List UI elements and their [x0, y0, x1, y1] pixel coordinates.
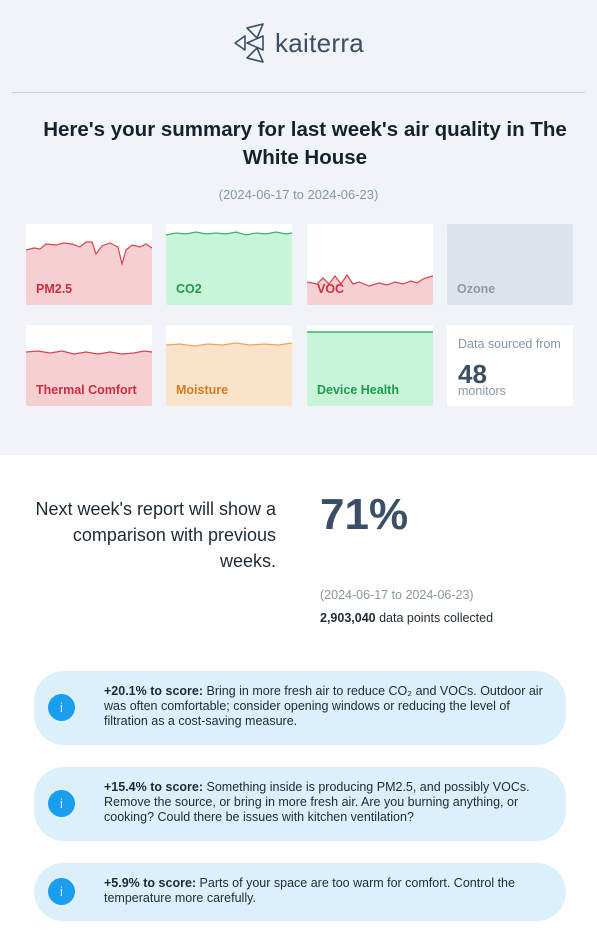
comparison-message: Next week's report will show a compariso… [35, 499, 276, 571]
metric-tile-device-health[interactable]: Device Health [307, 325, 433, 406]
metric-tile-voc[interactable]: VOC [307, 224, 433, 305]
tip-impact: +20.1% to score: [104, 684, 204, 698]
pm25-sparkline [26, 224, 152, 267]
brand-name: kaiterra [274, 27, 365, 58]
tip-description: Bring in more fresh air to reduce CO₂ an… [104, 684, 543, 728]
kaiterra-logo-icon [234, 23, 264, 63]
metric-tile-pm25[interactable]: PM2.5 [26, 224, 152, 305]
tile-label-moisture: Moisture [176, 383, 229, 397]
summary-header-section: kaiterra Here's your summary for last we… [0, 0, 597, 455]
tip-description: Parts of your space are too warm for com… [104, 876, 515, 905]
tip-description: Something inside is producing PM2.5, and… [104, 780, 530, 824]
tile-label-voc: VOC [317, 282, 345, 296]
info-icon[interactable]: i [48, 790, 75, 817]
tip-text: +20.1% to score: Bring in more fresh air… [104, 684, 544, 729]
info-icon[interactable]: i [48, 878, 75, 905]
metric-tile-ozone[interactable]: Ozone [447, 224, 573, 305]
score-date-range: (2024-06-17 to 2024-06-23) [320, 588, 474, 602]
data-source-caption: Data sourced from [458, 337, 561, 351]
tile-label-thermal-comfort: Thermal Comfort [36, 383, 137, 397]
metric-tile-thermal-comfort[interactable]: Thermal Comfort [26, 325, 152, 406]
page-title: Here's your summary for last week's air … [43, 118, 567, 169]
data-points-summary: 2,903,040 data points collected [320, 611, 493, 625]
monitor-count: 48 [458, 359, 487, 389]
tip-card-temperature: i +5.9% to score: Parts of your space ar… [34, 863, 566, 921]
data-points-count: 2,903,040 [320, 611, 376, 625]
tip-text: +15.4% to score: Something inside is pro… [104, 780, 544, 825]
device-health-sparkline [307, 325, 433, 333]
voc-sparkline [307, 224, 433, 287]
moisture-sparkline [166, 325, 292, 347]
data-source-tile: Data sourced from 48 monitors [447, 325, 573, 406]
tip-impact: +5.9% to score: [104, 876, 197, 890]
tip-text: +5.9% to score: Parts of your space are … [104, 876, 544, 906]
brand-logo[interactable]: kaiterra [0, 22, 597, 69]
monitor-unit: monitors [458, 384, 506, 398]
tip-impact: +15.4% to score: [104, 780, 204, 794]
metric-tile-moisture[interactable]: Moisture [166, 325, 292, 406]
thermal-comfort-sparkline [26, 325, 152, 355]
report-date-range: (2024-06-17 to 2024-06-23) [218, 187, 379, 202]
air-quality-score: 71% [320, 490, 409, 539]
tip-card-ventilation: i +20.1% to score: Bring in more fresh a… [34, 671, 566, 745]
tip-card-pm25-source: i +15.4% to score: Something inside is p… [34, 767, 566, 841]
metric-tile-co2[interactable]: CO2 [166, 224, 292, 305]
tile-label-co2: CO2 [176, 282, 202, 296]
tile-label-device-health: Device Health [317, 383, 399, 397]
tile-label-pm25: PM2.5 [36, 282, 73, 296]
co2-sparkline [166, 224, 292, 236]
info-icon[interactable]: i [48, 694, 75, 721]
tile-label-ozone: Ozone [457, 282, 496, 296]
header-divider [12, 92, 585, 93]
data-points-suffix: data points collected [375, 611, 494, 625]
